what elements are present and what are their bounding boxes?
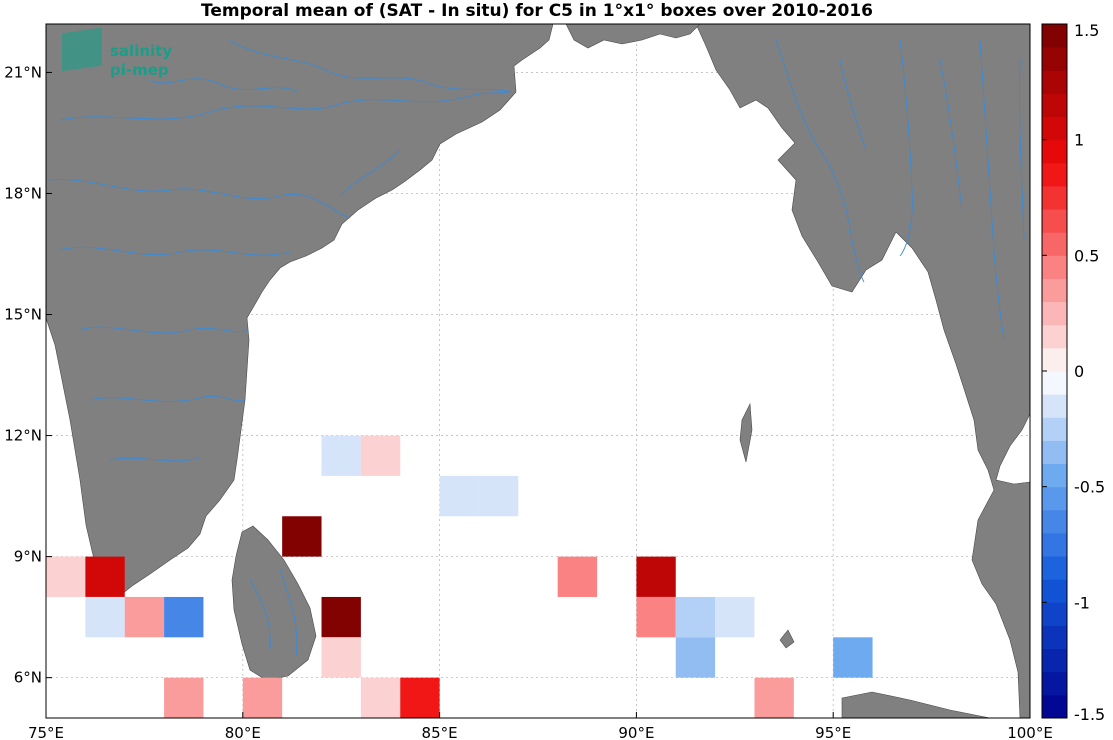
colorbar-segment — [1042, 486, 1067, 511]
x-tick-label: 90°E — [618, 724, 654, 740]
colorbar-segment — [1042, 47, 1067, 71]
logo-line2: pi-mep — [110, 61, 169, 79]
colorbar-tick-label: 0 — [1074, 362, 1084, 381]
data-cell — [282, 516, 322, 557]
colorbar-segment — [1042, 232, 1067, 256]
colorbar-segment — [1042, 93, 1067, 118]
colorbar-segment — [1042, 347, 1067, 372]
colorbar-segment — [1042, 532, 1067, 557]
colorbar-segment — [1042, 671, 1067, 696]
colorbar-segment — [1042, 24, 1067, 48]
colorbar-segment — [1042, 556, 1067, 580]
colorbar-ticks: 1.5 1 0.5 0 -0.5 -1 -1.5 — [1042, 21, 1105, 724]
colorbar-tick-label: -0.5 — [1074, 478, 1105, 497]
y-tick-label: 9°N — [14, 548, 42, 566]
data-cell — [833, 637, 873, 678]
x-tick-label: 80°E — [225, 724, 261, 740]
data-cell — [715, 596, 755, 638]
colorbar-segment — [1042, 440, 1067, 465]
colorbar-segment — [1042, 417, 1067, 441]
y-tick-label: 21°N — [4, 63, 42, 81]
data-cell — [242, 677, 283, 718]
y-axis-ticks: 6°N 9°N 12°N 15°N 18°N 21°N — [4, 63, 52, 687]
colorbar-segment — [1042, 185, 1067, 210]
data-cell — [360, 435, 401, 476]
colorbar — [1042, 24, 1067, 719]
colorbar-segment — [1042, 209, 1067, 233]
colorbar-tick-label: 0.5 — [1074, 246, 1099, 265]
colorbar-segment — [1042, 278, 1067, 303]
colorbar-tick-label: -1 — [1074, 593, 1090, 612]
chart-title: Temporal mean of (SAT - In situ) for C5 … — [201, 1, 873, 21]
data-cell — [360, 677, 401, 718]
data-cell — [321, 596, 361, 638]
data-cell — [675, 596, 716, 638]
x-tick-label: 100°E — [1007, 724, 1053, 740]
colorbar-segment — [1042, 463, 1067, 488]
data-cell — [636, 556, 676, 597]
data-cell — [400, 677, 440, 718]
colorbar-segment — [1042, 394, 1067, 418]
y-tick-label: 12°N — [4, 427, 42, 445]
data-cell — [321, 637, 361, 678]
land-sumatra — [841, 691, 991, 718]
data-cell — [675, 637, 716, 678]
land-nicobar — [779, 629, 795, 649]
x-tick-label: 75°E — [28, 724, 64, 740]
data-cell — [124, 596, 165, 638]
colorbar-tick-label: -1.5 — [1074, 705, 1105, 724]
logo-line1: salinity — [110, 42, 172, 60]
land-sri-lanka — [231, 525, 317, 681]
colorbar-segment — [1042, 694, 1067, 719]
data-cell — [164, 677, 204, 718]
data-cell — [478, 475, 519, 517]
colorbar-segment — [1042, 139, 1067, 164]
colorbar-segment — [1042, 255, 1067, 279]
land-andaman — [739, 402, 753, 463]
rivers — [49, 39, 1025, 657]
x-tick-label: 85°E — [422, 724, 458, 740]
y-tick-label: 15°N — [4, 306, 42, 324]
data-cell — [46, 556, 86, 597]
colorbar-segment — [1042, 301, 1067, 326]
data-cell — [85, 596, 125, 638]
x-axis-ticks: 75°E 80°E 85°E 90°E 95°E 100°E — [28, 712, 1053, 740]
colorbar-tick-label: 1.5 — [1074, 21, 1099, 40]
y-tick-label: 6°N — [14, 669, 42, 687]
colorbar-segment — [1042, 625, 1067, 650]
colorbar-segment — [1042, 70, 1067, 94]
data-cells — [46, 435, 873, 718]
map-frame — [45, 23, 1031, 719]
colorbar-segment — [1042, 579, 1067, 603]
data-cell — [164, 596, 204, 638]
colorbar-segment — [1042, 371, 1067, 395]
logo-mark-icon — [62, 27, 102, 72]
map-layer — [46, 24, 1030, 718]
colorbar-segment — [1042, 162, 1067, 187]
data-cell — [754, 677, 794, 718]
salinity-pimep-logo: salinity pi-mep — [62, 27, 172, 79]
x-tick-label: 95°E — [815, 724, 851, 740]
data-cell — [636, 596, 676, 638]
colorbar-segment — [1042, 116, 1067, 141]
colorbar-segment — [1042, 648, 1067, 673]
y-tick-label: 18°N — [4, 184, 42, 202]
data-cell — [321, 435, 361, 476]
colorbar-segment — [1042, 324, 1067, 349]
colorbar-segment — [1042, 509, 1067, 534]
land-myanmar-bangladesh — [695, 24, 1030, 718]
land-coast-top — [565, 24, 701, 49]
data-cell — [439, 475, 479, 517]
data-cell — [557, 556, 598, 597]
data-cell — [85, 556, 125, 597]
colorbar-tick-label: 1 — [1074, 131, 1084, 150]
colorbar-segment — [1042, 602, 1067, 626]
